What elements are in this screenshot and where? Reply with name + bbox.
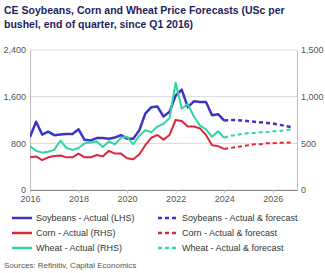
legend-swatch — [12, 232, 32, 235]
legend-label: Corn - Actual (RHS) — [36, 228, 116, 238]
series-line — [30, 90, 224, 141]
legend-label: Wheat - Actual (RHS) — [36, 243, 122, 253]
tick: 1,000 — [297, 92, 324, 102]
x-axis: 2016 2018 2020 2022 2024 2026 — [20, 190, 297, 204]
title: CE Soybeans, Corn and Wheat Price Foreca… — [4, 4, 285, 30]
legend-item: Wheat - Actual & forecast — [158, 243, 284, 253]
tick-mark — [176, 190, 177, 193]
tick-label: 2024 — [215, 194, 235, 204]
tick-label: 0 — [301, 185, 306, 195]
grid-line — [30, 50, 297, 51]
axis-line — [30, 51, 31, 191]
tick-label: 1,500 — [301, 45, 324, 55]
series-line — [30, 120, 224, 160]
tick-label: 2018 — [69, 194, 89, 204]
legend-label: Soybeans - Actual & forecast — [182, 213, 298, 223]
series-line — [224, 142, 291, 149]
legend-item: Corn - Actual (RHS) — [12, 228, 116, 238]
title-line: bushel, end of quarter, since Q1 2016) — [4, 18, 193, 30]
tick-mark — [224, 190, 225, 193]
tick: 2024 — [215, 190, 235, 204]
grid-line — [30, 96, 297, 97]
tick: 500 — [297, 139, 316, 149]
tick-label: 1,600 — [3, 92, 26, 102]
series-line — [224, 120, 291, 127]
tick: 2020 — [118, 190, 138, 204]
tick-mark — [30, 190, 31, 193]
tick-mark — [79, 190, 80, 193]
legend-swatch — [12, 247, 32, 250]
y2-axis: 0 500 1,000 1,500 — [297, 45, 324, 195]
axis-line — [31, 190, 298, 191]
legend-label: Wheat - Actual & forecast — [182, 243, 284, 253]
grid — [30, 50, 297, 190]
tick-label: 2016 — [20, 194, 40, 204]
title-line: CE Soybeans, Corn and Wheat Price Foreca… — [4, 4, 285, 16]
grid-line — [30, 143, 297, 144]
tick: 2,400 — [3, 45, 30, 55]
plot-area — [30, 83, 291, 160]
tick-label: 2022 — [166, 194, 186, 204]
source: Sources: Refinitiv, Capital Economics — [4, 261, 136, 270]
series-line — [30, 83, 224, 153]
y-axis: 08001,6002,400 — [3, 45, 30, 195]
legend-swatch — [158, 247, 178, 250]
tick: 2026 — [263, 190, 283, 204]
tick: 2016 — [20, 190, 40, 204]
legend-swatch — [12, 217, 32, 220]
legend-swatch — [158, 217, 178, 220]
legend-item: Soybeans - Actual & forecast — [158, 213, 298, 223]
tick-label: 800 — [11, 139, 26, 149]
series-line — [224, 129, 291, 137]
tick-mark — [273, 190, 274, 193]
tick: 0 — [297, 185, 306, 195]
tick-label: 500 — [301, 139, 316, 149]
tick: 1,500 — [297, 45, 324, 55]
legend-label: Soybeans - Actual (LHS) — [36, 213, 135, 223]
tick-label: 2020 — [118, 194, 138, 204]
tick: 2022 — [166, 190, 186, 204]
tick-label: 2026 — [263, 194, 283, 204]
legend-swatch — [158, 232, 178, 235]
legend: Soybeans - Actual (LHS) Soybeans - Actual… — [12, 213, 298, 253]
legend-label: Corn - Actual & forecast — [182, 228, 278, 238]
tick: 2018 — [69, 190, 89, 204]
tick: 800 — [11, 139, 30, 149]
axis-line — [297, 51, 298, 191]
tick-mark — [127, 190, 128, 193]
chart: CE Soybeans, Corn and Wheat Price Foreca… — [0, 0, 325, 273]
tick: 1,600 — [3, 92, 30, 102]
legend-item: Wheat - Actual (RHS) — [12, 243, 122, 253]
legend-item: Soybeans - Actual (LHS) — [12, 213, 135, 223]
tick-label: 2,400 — [3, 45, 26, 55]
legend-item: Corn - Actual & forecast — [158, 228, 278, 238]
tick-label: 1,000 — [301, 92, 324, 102]
grid-line — [30, 190, 297, 191]
